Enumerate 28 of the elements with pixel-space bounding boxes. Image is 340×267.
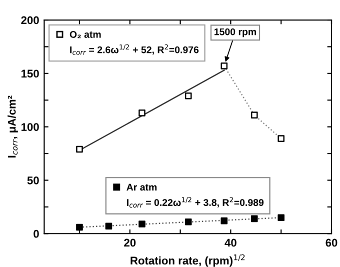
legend-label: Ar atm [126,184,157,191]
x-tick-label: 40 [224,238,236,247]
point [138,220,146,228]
point [138,110,146,116]
annotation: I$_{corr}$ = 0.22ω$^{1/2}$ + 3.8, R$^{2}$=0.989 [127,197,264,208]
point [250,215,258,222]
point [250,112,258,118]
y-tick-label: 150 [22,70,39,78]
point [184,92,192,100]
point [278,135,284,142]
point [278,214,284,222]
point [220,62,228,70]
legend-label: O₂ atm [70,30,101,38]
y-tick-label: 200 [21,16,39,24]
x-axis-title: Rotation rate, (rpm)$^{1/2}$ [130,254,245,267]
point [184,218,192,226]
y-tick-label: 50 [27,176,39,184]
point [76,224,83,231]
annotation: I$_{corr}$ = 2.6ω$^{1/2}$ + 52, R$^{2}$=0.976 [70,44,199,55]
point [220,217,228,224]
x-tick-label: 20 [124,238,136,247]
point [105,222,112,230]
y-tick-label: 0 [34,230,39,238]
annotation: 1500 rpm [214,28,256,38]
point [76,146,83,153]
y-axis-title: I$_{corr}$, μA/cm² [8,96,18,158]
x-tick-label: 60 [326,238,338,247]
y-tick-label: 100 [22,123,39,131]
